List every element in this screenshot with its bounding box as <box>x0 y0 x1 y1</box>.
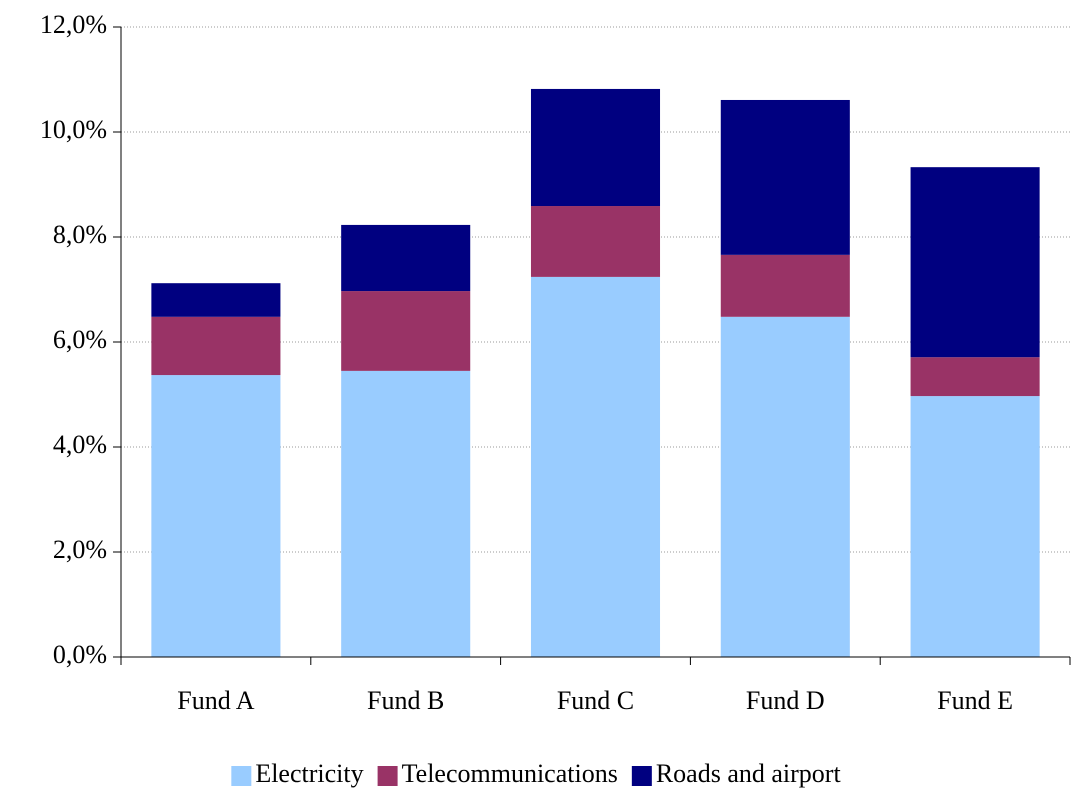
bar-segment <box>910 357 1040 397</box>
bar-segment <box>530 206 661 277</box>
bar-segment <box>910 396 1040 657</box>
legend-label: Electricity <box>255 759 363 788</box>
bar-segment <box>910 167 1040 358</box>
legend-swatch <box>231 766 252 786</box>
x-tick-label: Fund E <box>937 686 1013 715</box>
y-tick-label: 4,0% <box>53 430 107 459</box>
bar-segment <box>341 370 471 657</box>
bar-segment <box>151 283 281 317</box>
x-tick-label: Fund C <box>557 686 634 715</box>
legend-swatch <box>377 766 398 786</box>
bar-segment <box>530 276 661 657</box>
y-tick-label: 0,0% <box>53 640 107 669</box>
y-tick-label: 12,0% <box>40 10 107 39</box>
y-tick-label: 8,0% <box>53 220 107 249</box>
bar-segment <box>720 254 850 317</box>
bar-segment <box>151 316 281 376</box>
bar-segment <box>341 291 471 371</box>
bar-segment <box>530 88 661 207</box>
x-tick-label: Fund A <box>177 686 255 715</box>
y-tick-label: 2,0% <box>53 535 107 564</box>
bar-segment <box>720 99 850 255</box>
legend-swatch <box>631 766 652 786</box>
bar-segment <box>720 316 850 657</box>
bar-segment <box>341 224 471 292</box>
legend-label: Roads and airport <box>656 759 842 788</box>
x-tick-label: Fund B <box>367 686 444 715</box>
legend-label: Telecommunications <box>402 759 618 788</box>
bar-segment <box>151 375 281 657</box>
y-tick-label: 10,0% <box>40 115 107 144</box>
x-tick-label: Fund D <box>746 686 825 715</box>
y-tick-label: 6,0% <box>53 325 107 354</box>
legend: Electricity Telecommunications Roads and a… <box>231 759 841 788</box>
